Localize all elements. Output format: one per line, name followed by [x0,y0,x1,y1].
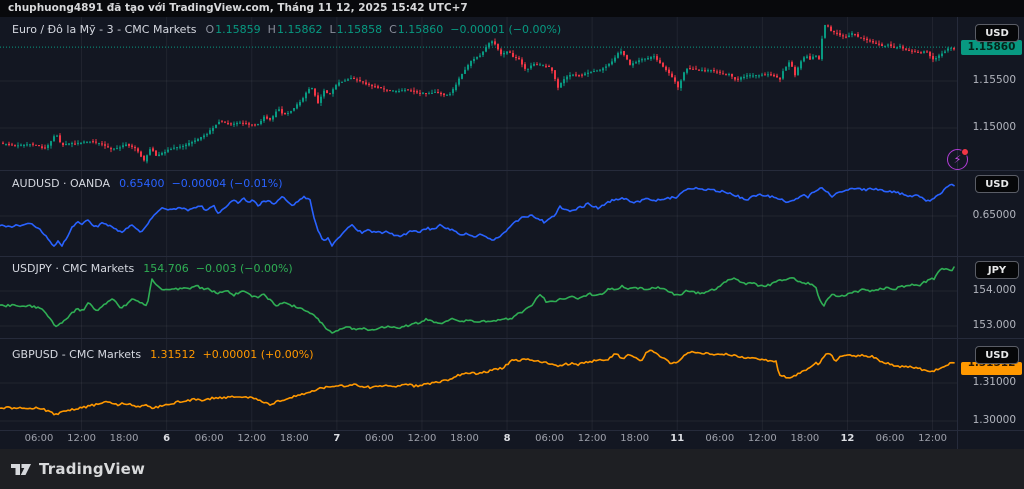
price-tick-label: 153.000 [972,319,1016,331]
time-tick-label: 18:00 [109,433,139,444]
time-tick-label: 06:00 [875,433,905,444]
symbol-title: GBPUSD - CMC Markets [12,347,142,361]
time-tick-label: 18:00 [790,433,820,444]
change-value: −0.003 (−0.00%) [195,261,293,275]
legend-audusd[interactable]: AUDUSD · OANDA 0.65400 −0.00004 (−0.01%) [12,176,290,190]
time-tick-label: 06:00 [535,433,565,444]
symbol-title: Euro / Đô la Mỹ - 3 - CMC Markets [12,22,197,36]
change-value: −0.00004 (−0.01%) [171,176,283,190]
attribution-text: chuphuong4891 đã tạo với TradingView.com… [8,2,468,14]
time-tick-label: 12:00 [67,433,96,444]
change-value: −0.00001 (−0.00%) [450,22,562,36]
legend-eurusd[interactable]: Euro / Đô la Mỹ - 3 - CMC Markets O 1.15… [12,22,568,36]
time-tick-label: 12:00 [577,433,607,444]
notification-dot [961,148,969,156]
currency-button-jpy-usdjpy[interactable]: JPY [975,261,1019,279]
eurusd-series [2,24,955,164]
time-tick-label: 06:00 [705,433,735,444]
time-tick-label: 12:00 [237,433,267,444]
attribution-bar: chuphuong4891 đã tạo với TradingView.com… [0,0,1024,17]
gbpusd-series [0,349,955,416]
last-price-label-gbpusd: 1.31512 [961,362,1022,375]
time-tick-label: 12:00 [918,433,947,444]
currency-button-usd-gbpusd[interactable]: USD [975,346,1019,364]
audusd-series [0,183,955,247]
tradingview-brand-text[interactable]: TradingView [39,460,146,478]
legend-gbpusd[interactable]: GBPUSD - CMC Markets 1.31512 +0.00001 (+… [12,347,321,361]
close-key: C [389,22,397,36]
time-tick-day-label: 12 [840,433,855,444]
price-tick-label: 1.15000 [972,121,1016,133]
time-tick-label: 06:00 [194,433,224,444]
time-tick-label: 12:00 [747,433,777,444]
time-tick-label: 18:00 [279,433,309,444]
open-key: O [205,22,215,36]
time-tick-day-label: 6 [163,433,171,444]
low-key: L [329,22,336,36]
lightning-bolt-icon: ⚡ [953,153,962,166]
price-tick-label: 0.65000 [972,209,1016,221]
last-value: 154.706 [143,261,189,275]
close-value: 1.15860 [397,22,444,36]
time-tick-day-label: 7 [333,433,341,444]
sparks-lightning-icon[interactable]: ⚡ [947,148,969,170]
change-value: +0.00001 (+0.00%) [202,347,314,361]
price-tick-label: 1.31000 [972,376,1016,388]
legend-usdjpy[interactable]: USDJPY · CMC Markets 154.706 −0.003 (−0.… [12,261,300,275]
price-tick-label: 154.000 [972,284,1016,296]
footer-bar: TradingView [0,449,1024,489]
price-tick-label: 1.30000 [972,414,1016,426]
last-value: 0.65400 [119,176,165,190]
tradingview-logo-icon[interactable] [10,461,32,478]
symbol-title: USDJPY · CMC Markets [12,261,135,275]
low-value: 1.15858 [336,22,383,36]
currency-button-usd-audusd[interactable]: USD [975,175,1019,193]
vertical-gridlines [81,17,934,430]
time-tick-label: 12:00 [407,433,437,444]
currency-button-usd-eurusd[interactable]: USD [975,24,1019,42]
high-key: H [267,22,276,36]
time-tick-day-label: 11 [670,433,685,444]
usdjpy-series [0,266,955,334]
time-tick-label: 18:00 [620,433,650,444]
high-value: 1.15862 [276,22,323,36]
time-tick-label: 18:00 [450,433,479,444]
price-tick-label: 1.15500 [972,74,1016,86]
open-value: 1.15859 [215,22,261,36]
last-price-text: 1.31512 [967,362,1016,369]
time-tick-day-label: 8 [503,433,511,444]
time-tick-label: 06:00 [24,433,54,444]
symbol-title: AUDUSD · OANDA [12,176,111,190]
last-price-label-eurusd: 1.15860 [961,40,1022,55]
time-tick-label: 06:00 [364,433,394,444]
last-value: 1.31512 [150,347,196,361]
